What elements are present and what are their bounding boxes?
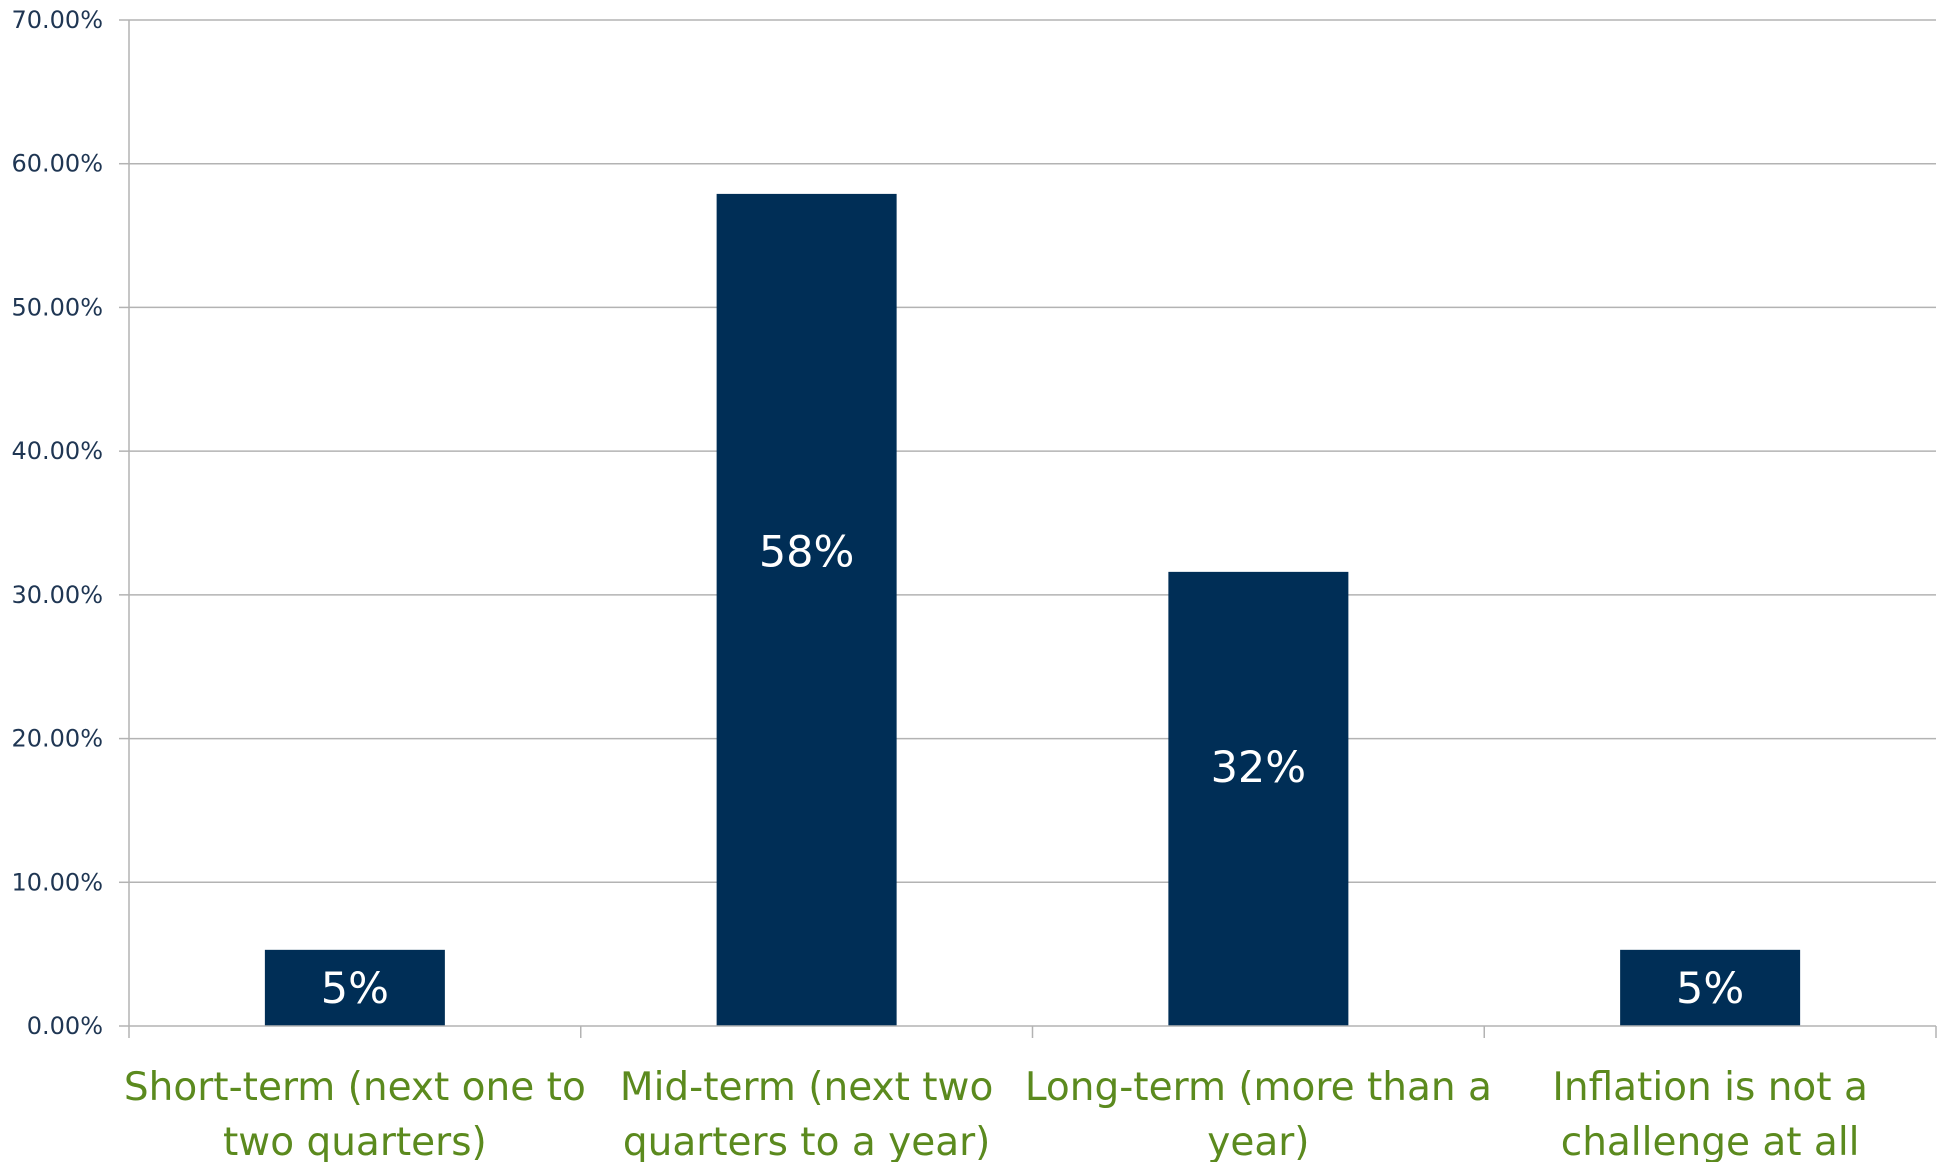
data-label: 5% <box>1676 964 1744 1014</box>
bars <box>264 193 1801 1026</box>
x-axis <box>128 20 1937 1038</box>
x-axis-labels: Short-term (next one to two quarters) Mid-… <box>124 1065 1868 1162</box>
y-tick-label: 60.00% <box>11 150 103 178</box>
x-tick-label: Long-term (more than a year) <box>1025 1065 1492 1162</box>
data-labels: 5% 58% 32% 5% <box>321 528 1744 1014</box>
y-tick-label: 30.00% <box>11 581 103 609</box>
y-tick-label: 70.00% <box>11 6 103 34</box>
y-tick-label: 20.00% <box>11 725 103 753</box>
bar <box>264 949 445 1026</box>
grid-layer <box>119 19 1936 1027</box>
data-label: 5% <box>321 964 389 1014</box>
bar <box>716 193 897 1026</box>
y-axis-labels: 0.00% 10.00% 20.00% 30.00% 40.00% 50.00% 60.00… <box>11 6 103 1040</box>
x-tick-label: Short-term (next one to two quarters) <box>124 1065 586 1162</box>
y-tick-label: 50.00% <box>11 293 103 321</box>
bar <box>1168 571 1349 1026</box>
y-tick-label: 10.00% <box>11 868 103 896</box>
data-label: 32% <box>1211 743 1307 793</box>
bar <box>1620 949 1801 1026</box>
x-tick-label: Mid-term (next two quarters to a year) <box>620 1065 993 1162</box>
y-tick-label: 40.00% <box>11 437 103 465</box>
y-tick-label: 0.00% <box>27 1012 103 1040</box>
x-tick-label: Inflation is not a challenge at all <box>1552 1065 1868 1162</box>
data-label: 58% <box>759 528 855 578</box>
